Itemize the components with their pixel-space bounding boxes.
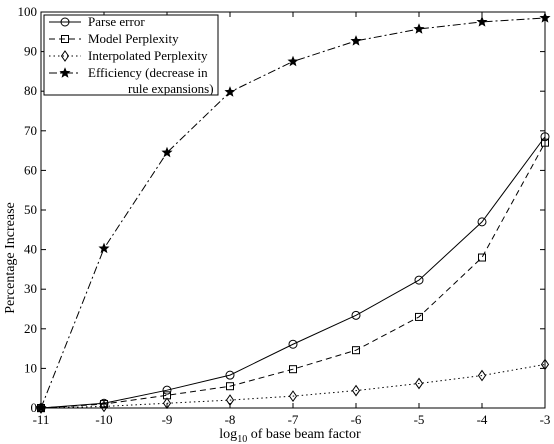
x-tick-label: -11: [33, 412, 50, 427]
data-point: [476, 16, 488, 27]
series-2: [37, 138, 549, 412]
legend-label: Efficiency (decrease in: [88, 65, 208, 80]
data-point: [540, 358, 550, 371]
data-point: [351, 310, 361, 320]
series-4: [35, 12, 551, 413]
x-tick-label: -10: [95, 412, 112, 427]
data-point: [225, 394, 235, 406]
y-tick-label: 70: [24, 123, 37, 138]
series-line: [40, 363, 546, 409]
series-3: [36, 358, 550, 414]
data-point: [162, 397, 172, 410]
y-tick-label: 50: [24, 202, 37, 217]
y-tick-label: 40: [24, 242, 37, 257]
data-point: [226, 382, 234, 391]
x-axis-label-main: log: [219, 427, 237, 442]
data-point: [539, 12, 551, 23]
series-line: [40, 136, 546, 409]
data-point: [414, 275, 424, 285]
data-point: [99, 400, 109, 413]
legend-label: Parse error: [88, 14, 145, 29]
x-tick-label: -9: [162, 412, 173, 427]
x-axis-ticks: -11 -10 -9 -8 -7 -6 -5 -4 -3: [33, 12, 551, 427]
x-tick-label: -5: [414, 412, 425, 427]
data-point: [414, 377, 424, 390]
data-point: [413, 23, 425, 34]
y-tick-label: 20: [24, 321, 37, 336]
y-tick-label: 60: [24, 162, 37, 177]
data-point: [350, 35, 362, 46]
data-point: [35, 402, 47, 413]
x-tick-label: -8: [225, 412, 236, 427]
x-tick-label: -3: [540, 412, 551, 427]
y-tick-label: 100: [18, 4, 38, 19]
legend-label-line2: rule expansions): [128, 81, 214, 96]
data-point: [98, 242, 110, 254]
data-point: [478, 253, 486, 262]
y-tick-label: 30: [24, 281, 37, 296]
legend-marker-circle: [60, 17, 70, 27]
x-axis-label-rest: of base beam factor: [247, 427, 361, 442]
data-point: [225, 370, 235, 380]
y-tick-label: 10: [24, 360, 37, 375]
series-line: [40, 142, 546, 409]
y-tick-label: 0: [31, 400, 38, 415]
data-point: [352, 346, 360, 355]
data-point: [289, 365, 297, 374]
legend-box: [43, 14, 219, 96]
data-point: [287, 55, 299, 67]
data-point: [224, 86, 236, 97]
data-point: [288, 390, 298, 402]
data-point: [288, 339, 298, 349]
y-tick-label: 80: [24, 83, 37, 98]
data-point: [162, 385, 172, 395]
legend: Parse error Model Perplexity Interpolated …: [43, 14, 219, 96]
series-layer: [35, 12, 551, 414]
series-1: [36, 132, 550, 413]
x-tick-label: -7: [288, 412, 299, 427]
x-axis-label-subscript: 10: [237, 434, 247, 444]
x-axis-label: log10 of base beam factor: [219, 427, 361, 444]
legend-label: Model Perplexity: [88, 31, 179, 46]
legend-marker-square: [61, 35, 69, 43]
data-point: [415, 312, 423, 321]
data-point: [477, 369, 487, 382]
data-point: [100, 400, 108, 409]
x-tick-label: -4: [477, 412, 488, 427]
data-point: [541, 138, 549, 147]
data-point: [351, 384, 361, 397]
data-point: [477, 217, 487, 227]
legend-label: Interpolated Perplexity: [88, 48, 208, 63]
y-tick-label: 90: [24, 44, 37, 59]
x-tick-label: -6: [351, 412, 362, 427]
data-point: [540, 132, 550, 142]
legend-marker-star: [59, 67, 71, 78]
y-axis-label: Percentage Increase: [3, 202, 18, 314]
data-point: [161, 146, 173, 158]
y-axis-ticks: 0 10 20 30 40 50 60 70 80 90 100: [18, 4, 545, 415]
legend-marker-diamond: [60, 50, 70, 62]
